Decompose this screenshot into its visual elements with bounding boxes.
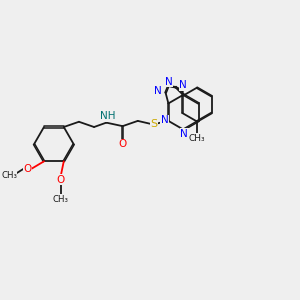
Text: N: N bbox=[164, 76, 172, 87]
Text: O: O bbox=[57, 175, 65, 185]
Text: O: O bbox=[118, 139, 127, 149]
Text: S: S bbox=[151, 119, 158, 129]
Text: CH₃: CH₃ bbox=[189, 134, 205, 143]
Text: N: N bbox=[180, 129, 188, 139]
Text: N: N bbox=[161, 115, 169, 125]
Text: CH₃: CH₃ bbox=[1, 170, 17, 179]
Text: O: O bbox=[23, 164, 32, 174]
Text: CH₃: CH₃ bbox=[53, 195, 69, 204]
Text: N: N bbox=[179, 80, 187, 90]
Text: NH: NH bbox=[100, 111, 116, 121]
Text: N: N bbox=[154, 86, 162, 96]
